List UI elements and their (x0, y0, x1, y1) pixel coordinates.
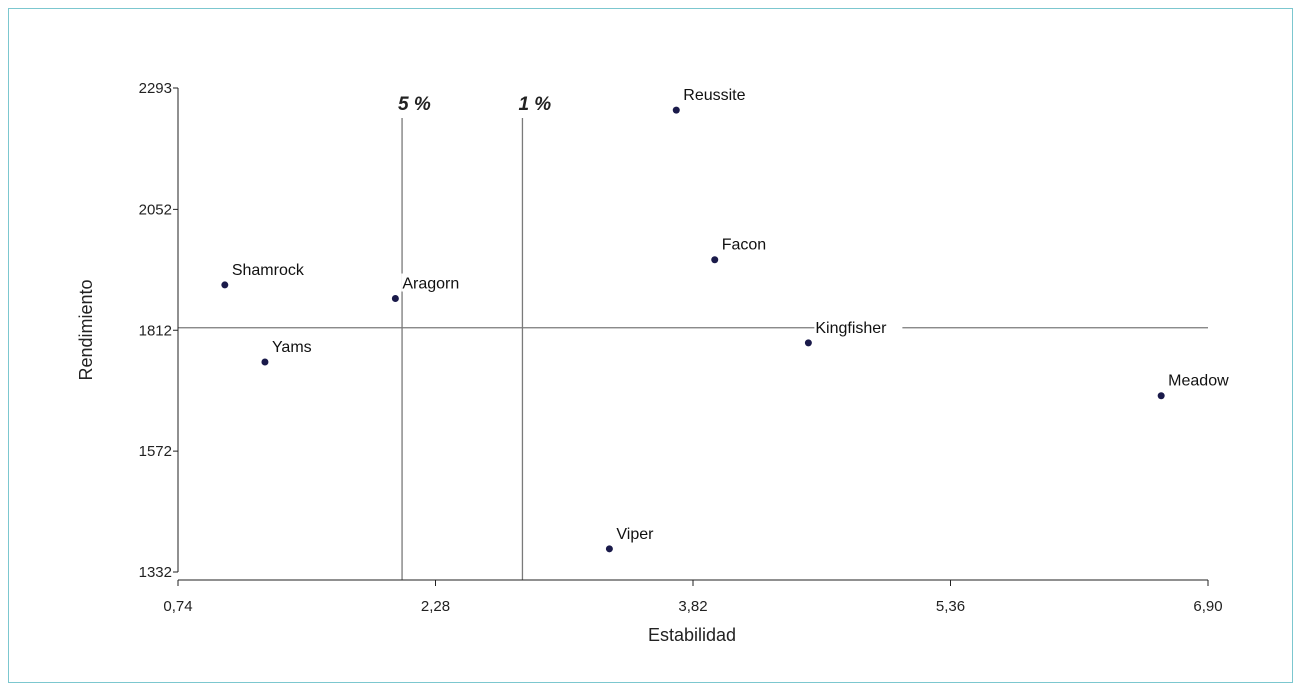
x-tick-label: 0,74 (163, 598, 192, 615)
y-tick-label: 1572 (139, 443, 172, 460)
data-point (1157, 392, 1165, 400)
point-label: Shamrock (232, 262, 305, 279)
data-points: Reussite Facon Shamrock Aragorn Kingfisher Ya… (221, 85, 1229, 553)
point-label-bg (682, 85, 754, 104)
x-tick-label: 5,36 (936, 598, 965, 615)
x-axis-title: Estabilidad (648, 625, 736, 645)
point-label: Aragorn (402, 276, 459, 293)
point-label-bg (615, 523, 661, 542)
data-point (605, 545, 613, 553)
y-tick-label: 2293 (139, 80, 172, 97)
reference-line-label: 5 % (398, 94, 431, 115)
chart-frame (8, 8, 1293, 683)
y-tick-label: 1812 (139, 322, 172, 339)
point-label-bg (1167, 370, 1221, 389)
data-point (261, 358, 269, 366)
y-tick-label: 2052 (139, 201, 172, 218)
axes (173, 87, 1209, 586)
x-tick-label: 2,28 (421, 598, 450, 615)
point-label-bg (814, 317, 903, 336)
reference-line-label: 1 % (518, 94, 551, 115)
point-label: Meadow (1168, 373, 1229, 390)
tick-labels: 1332 1572 1812 2052 2293 0,74 2,28 3,82 5,36 6,90 (139, 80, 1223, 615)
data-point (221, 281, 229, 289)
data-point (391, 295, 399, 303)
data-point (711, 256, 719, 264)
point-label-bg (720, 234, 766, 253)
y-axis-title: Rendimiento (76, 279, 96, 380)
point-label: Viper (616, 526, 654, 543)
x-tick-label: 6,90 (1193, 598, 1222, 615)
x-tick-label: 3,82 (678, 598, 707, 615)
point-label-bg (401, 273, 464, 292)
point-label-bg (230, 259, 302, 278)
point-label-bg (270, 336, 308, 355)
point-label: Facon (722, 237, 766, 254)
y-tick-label: 1332 (139, 564, 172, 581)
point-label: Kingfisher (815, 320, 887, 337)
data-point (672, 106, 680, 114)
reference-lines: 5 % 1 % (178, 94, 1208, 580)
point-label: Yams (272, 339, 312, 356)
point-label: Reussite (683, 87, 745, 104)
data-point (804, 339, 812, 347)
